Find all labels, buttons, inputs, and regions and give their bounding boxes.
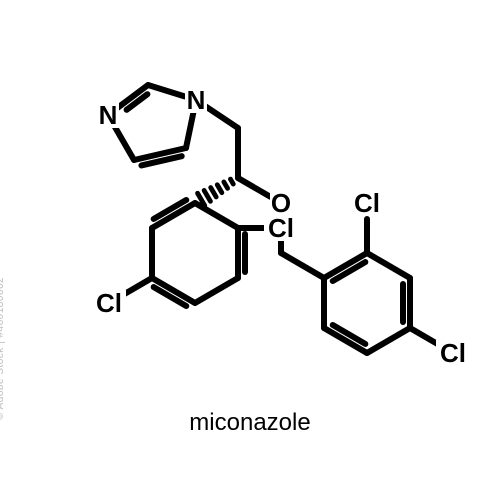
caption: miconazole xyxy=(189,409,310,436)
figure-canvas: NNOClClClClmiconazole © Adobe Stock | #4… xyxy=(0,0,500,500)
atom-label-n: N xyxy=(99,100,118,130)
atom-label-cl: Cl xyxy=(440,338,466,368)
atom-label-cl: Cl xyxy=(354,188,380,218)
atom-label-cl: Cl xyxy=(268,213,294,243)
molecule-svg: NNOClClClClmiconazole xyxy=(0,0,500,500)
watermark-text: © Adobe Stock | #460180662 xyxy=(0,277,6,420)
atom-label-cl: Cl xyxy=(96,288,122,318)
atom-label-n: N xyxy=(187,85,206,115)
